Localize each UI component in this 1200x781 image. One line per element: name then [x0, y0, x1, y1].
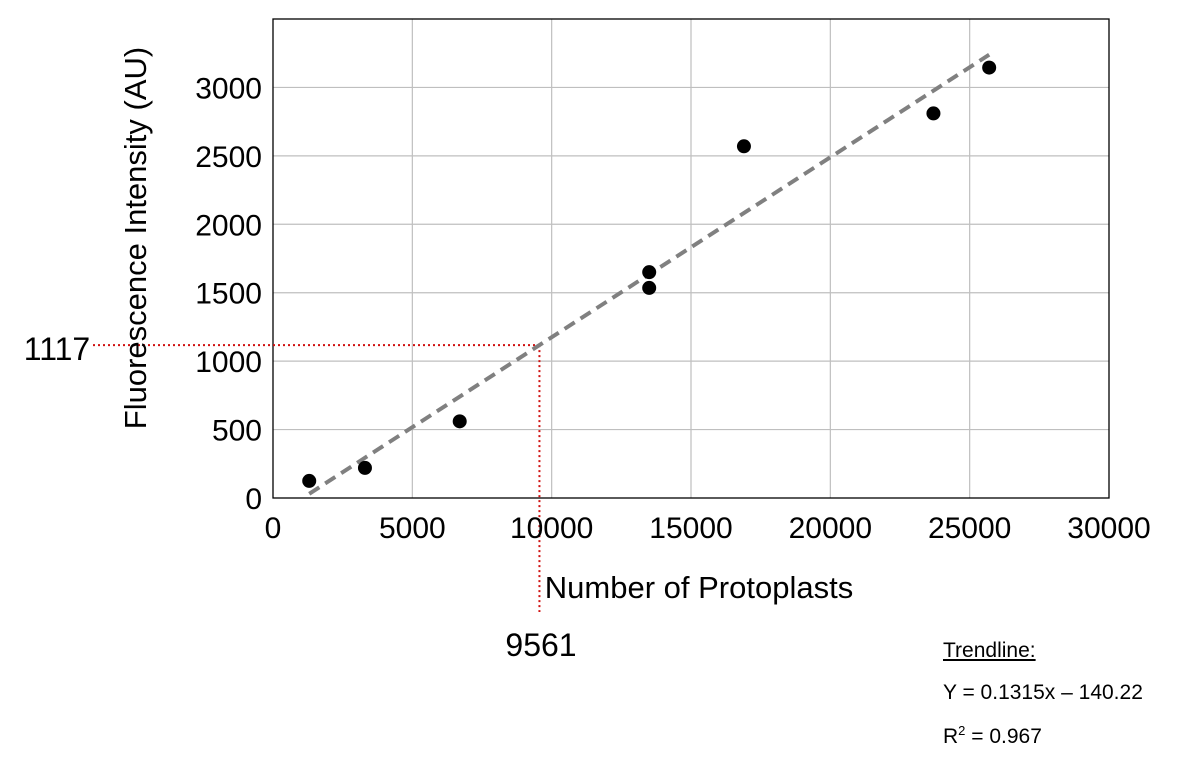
grid-lines: [273, 19, 1109, 498]
x-tick-label: 5000: [379, 512, 446, 545]
x-tick-label: 0: [265, 512, 282, 545]
x-tick-label: 20000: [789, 512, 872, 545]
data-point: [926, 106, 941, 121]
y-tick-labels: 0 500 1000 1500 2000 2500 3000: [195, 72, 262, 516]
y-tick-label: 500: [212, 415, 262, 448]
r-squared-number: = 0.967: [965, 725, 1042, 748]
data-point: [736, 139, 751, 154]
y-tick-label: 3000: [195, 72, 262, 105]
y-tick-label: 2500: [195, 141, 262, 174]
data-point: [642, 265, 657, 280]
x-tick-label: 15000: [649, 512, 732, 545]
x-axis-title: Number of Protoplasts: [545, 570, 853, 605]
x-tick-label: 30000: [1067, 512, 1150, 545]
annotation-x-label: 9561: [505, 627, 576, 663]
trendline-heading: Trendline:: [943, 639, 1036, 662]
y-tick-label: 1000: [195, 346, 262, 379]
x-tick-label: 10000: [510, 512, 593, 545]
data-point: [982, 60, 997, 75]
y-axis-title: Fluorescence Intensity (AU): [118, 47, 153, 429]
trendline-info: Trendline: Y = 0.1315x – 140.22 R2 = 0.9…: [943, 640, 1143, 766]
y-tick-label: 0: [245, 483, 262, 516]
data-point: [302, 473, 317, 488]
x-tick-labels: 0 5000 10000 15000 20000 25000 30000: [265, 512, 1151, 545]
annotation-y-label: 1117: [24, 331, 90, 367]
data-point: [642, 280, 657, 295]
data-point: [452, 414, 467, 429]
data-points: [302, 60, 997, 488]
data-point: [357, 460, 372, 475]
r-squared-value: R2 = 0.967: [943, 724, 1143, 766]
trendline-equation: Y = 0.1315x – 140.22: [943, 681, 1143, 704]
r-squared-prefix: R: [943, 725, 959, 748]
annotation-lines: [93, 344, 541, 612]
r-squared-superscript: 2: [958, 723, 966, 738]
plot-area: [272, 18, 1110, 499]
y-tick-label: 1500: [195, 278, 262, 311]
x-tick-label: 25000: [928, 512, 1011, 545]
y-tick-label: 2000: [195, 209, 262, 242]
